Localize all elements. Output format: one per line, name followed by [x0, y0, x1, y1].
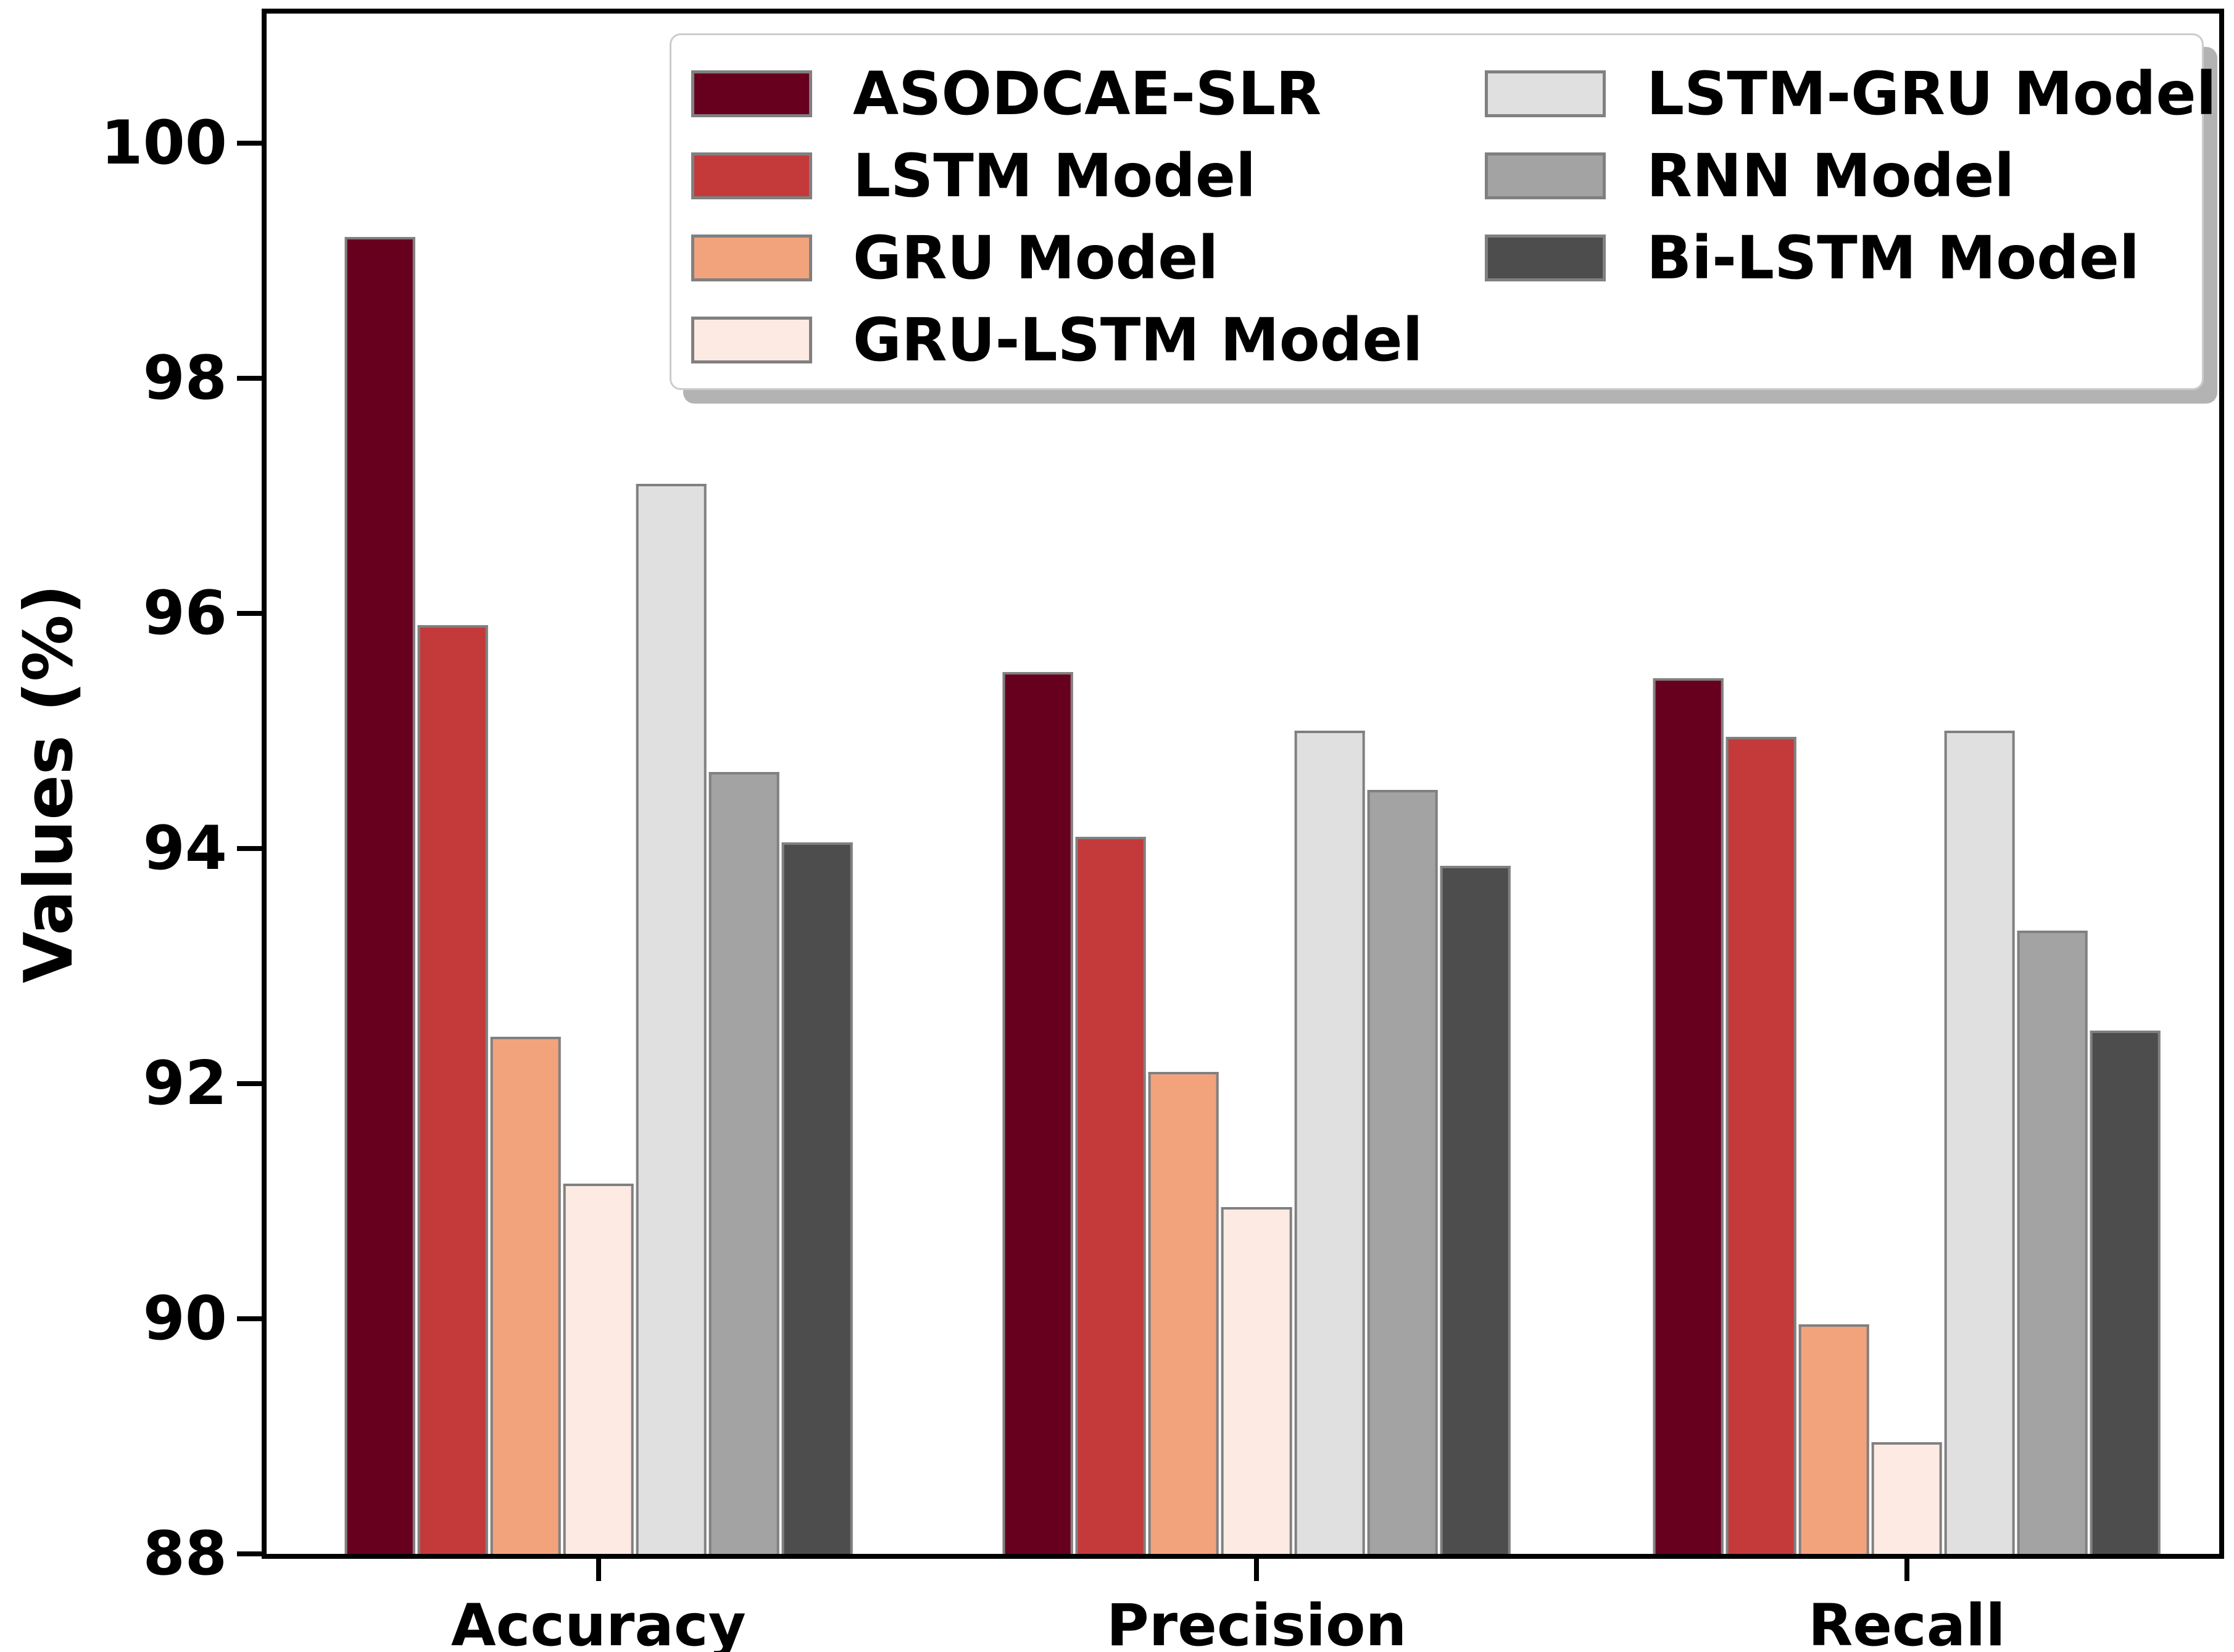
ytick-mark-98	[237, 375, 262, 381]
legend-label-asodcae-slr: ASODCAE-SLR	[853, 59, 1322, 128]
bar-asodcae-slr-accuracy	[344, 237, 415, 1554]
xtick-label-recall: Recall	[1808, 1592, 2006, 1652]
legend-item-rnn-model: RNN Model	[1485, 135, 2216, 217]
ytick-label-100: 100	[101, 107, 227, 178]
ytick-label-94: 94	[143, 813, 227, 884]
bar-asodcae-slr-recall	[1653, 678, 1724, 1554]
bar-gru-model-recall	[1798, 1324, 1869, 1554]
xtick-label-precision: Precision	[1106, 1592, 1407, 1652]
ytick-mark-96	[237, 610, 262, 616]
legend-swatch-gru-model	[691, 234, 812, 281]
bar-lstm-gru-model-recall	[1944, 731, 2015, 1554]
xtick-mark-recall	[1904, 1559, 1909, 1581]
bar-lstm-gru-model-accuracy	[636, 484, 707, 1554]
bar-group-accuracy	[344, 14, 853, 1554]
legend-item-gru-lstm-model: GRU-LSTM Model	[691, 299, 1422, 381]
legend-swatch-lstm-gru-model	[1485, 70, 1606, 117]
legend-column-right: LSTM-GRU Model RNN Model Bi-LSTM Model	[1485, 52, 2216, 299]
bar-gru-model-accuracy	[490, 1036, 561, 1554]
bar-rnn-model-recall	[2017, 931, 2088, 1554]
xtick-mark-accuracy	[596, 1559, 601, 1581]
bar-bi-lstm-model-accuracy	[782, 842, 853, 1554]
bar-lstm-model-accuracy	[417, 625, 488, 1554]
legend-label-gru-lstm-model: GRU-LSTM Model	[853, 305, 1423, 375]
bar-bi-lstm-model-precision	[1440, 866, 1511, 1554]
ytick-mark-92	[237, 1081, 262, 1086]
ytick-mark-88	[237, 1551, 262, 1556]
bar-gru-lstm-model-accuracy	[563, 1183, 634, 1554]
ytick-label-98: 98	[143, 342, 227, 413]
legend-label-gru-model: GRU Model	[853, 223, 1219, 293]
legend-box: ASODCAE-SLR LSTM Model GRU Model GRU-LSTM M…	[670, 33, 2216, 390]
ytick-mark-90	[237, 1316, 262, 1321]
ytick-label-88: 88	[143, 1519, 227, 1589]
bar-group-precision	[1002, 14, 1511, 1554]
ytick-mark-100	[237, 140, 262, 146]
legend-swatch-gru-lstm-model	[691, 316, 812, 363]
xtick-label-accuracy: Accuracy	[451, 1592, 746, 1652]
legend-item-lstm-gru-model: LSTM-GRU Model	[1485, 52, 2216, 135]
bar-gru-lstm-model-precision	[1221, 1206, 1292, 1554]
bar-bi-lstm-model-recall	[2090, 1031, 2161, 1554]
legend-label-bi-lstm-model: Bi-LSTM Model	[1646, 223, 2140, 293]
legend-item-asodcae-slr: ASODCAE-SLR	[691, 52, 1422, 135]
legend-item-gru-model: GRU Model	[691, 217, 1422, 299]
legend-swatch-bi-lstm-model	[1485, 234, 1606, 281]
bar-gru-lstm-model-recall	[1871, 1442, 1942, 1554]
bar-asodcae-slr-precision	[1002, 672, 1073, 1554]
bar-group-recall	[1653, 14, 2161, 1554]
ytick-label-96: 96	[143, 578, 227, 649]
ytick-label-92: 92	[143, 1048, 227, 1119]
legend-item-bi-lstm-model: Bi-LSTM Model	[1485, 217, 2216, 299]
bar-rnn-model-accuracy	[709, 771, 780, 1554]
legend-swatch-rnn-model	[1485, 152, 1606, 199]
bar-gru-model-precision	[1148, 1071, 1219, 1554]
legend-label-rnn-model: RNN Model	[1646, 141, 2015, 210]
bar-rnn-model-precision	[1367, 789, 1438, 1554]
legend-item-lstm-model: LSTM Model	[691, 135, 1422, 217]
legend-swatch-lstm-model	[691, 152, 812, 199]
bar-lstm-model-precision	[1075, 836, 1147, 1554]
ytick-label-90: 90	[143, 1283, 227, 1354]
xtick-mark-precision	[1254, 1559, 1260, 1581]
legend-column-left: ASODCAE-SLR LSTM Model GRU Model GRU-LSTM M…	[691, 52, 1422, 381]
legend-label-lstm-gru-model: LSTM-GRU Model	[1646, 59, 2217, 128]
legend-swatch-asodcae-slr	[691, 70, 812, 117]
y-axis-label: Values (%)	[10, 584, 88, 984]
legend-label-lstm-model: LSTM Model	[853, 141, 1256, 210]
bar-lstm-gru-model-precision	[1294, 731, 1365, 1554]
ytick-mark-94	[237, 845, 262, 851]
bar-lstm-model-recall	[1725, 736, 1796, 1554]
